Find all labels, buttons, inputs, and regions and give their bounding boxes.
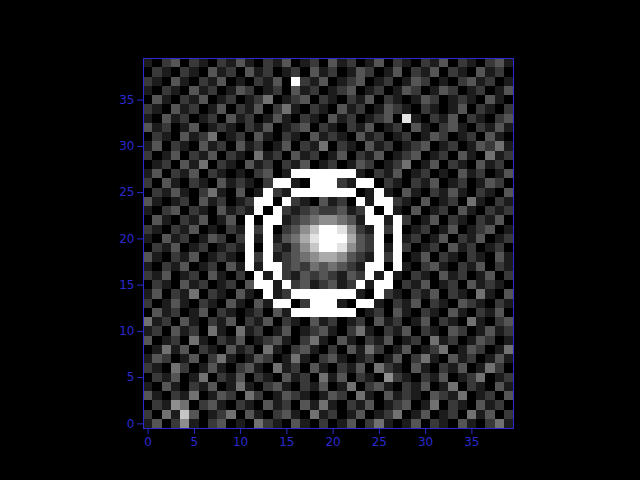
svg-text:20: 20 — [325, 435, 340, 449]
svg-text:15: 15 — [279, 435, 294, 449]
svg-text:0: 0 — [127, 417, 135, 431]
svg-text:5: 5 — [191, 435, 199, 449]
svg-text:10: 10 — [119, 324, 134, 338]
svg-text:5: 5 — [127, 370, 135, 384]
svg-text:30: 30 — [119, 139, 134, 153]
svg-text:30: 30 — [418, 435, 433, 449]
svg-text:25: 25 — [119, 185, 134, 199]
svg-text:15: 15 — [119, 278, 134, 292]
svg-text:10: 10 — [233, 435, 248, 449]
svg-text:0: 0 — [144, 435, 152, 449]
svg-text:35: 35 — [464, 435, 479, 449]
svg-text:35: 35 — [119, 93, 134, 107]
svg-text:20: 20 — [119, 232, 134, 246]
svg-text:25: 25 — [372, 435, 387, 449]
